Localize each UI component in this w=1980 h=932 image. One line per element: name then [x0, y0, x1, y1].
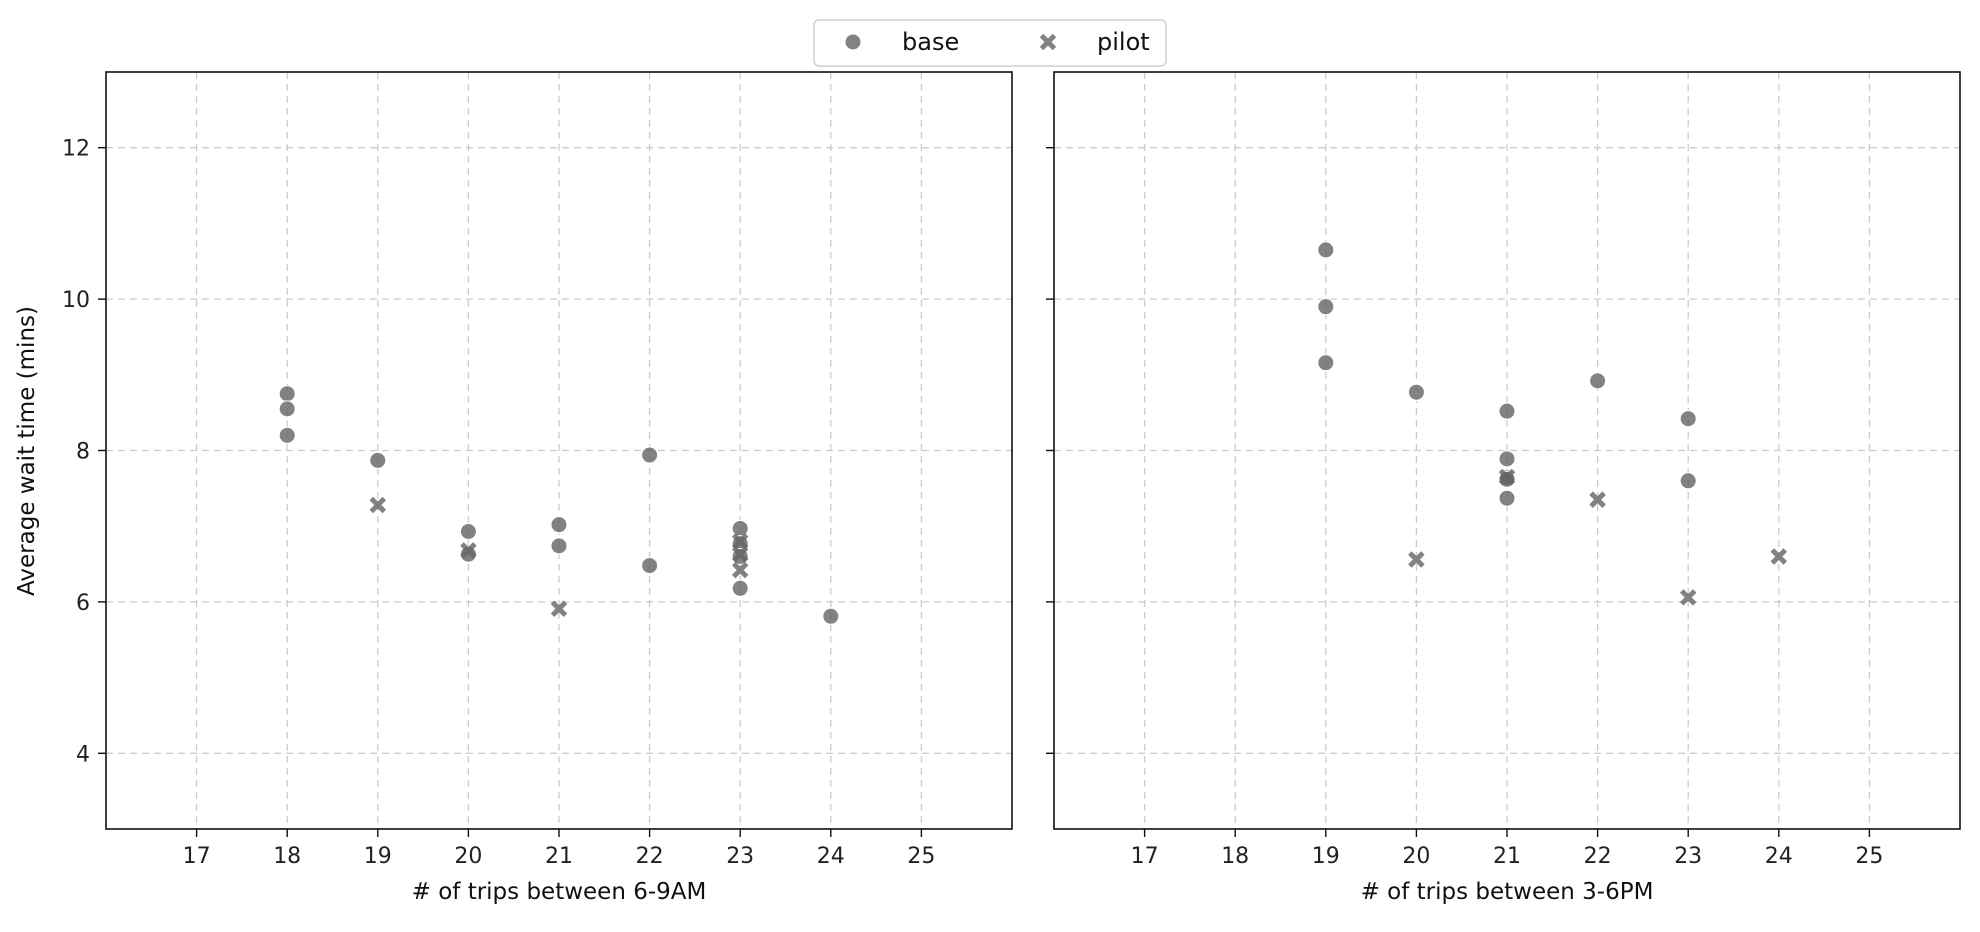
data-point-base	[1317, 298, 1335, 316]
data-point-pilot	[460, 542, 477, 559]
y-tick-label: 4	[76, 742, 90, 767]
data-point-base	[1498, 489, 1516, 507]
data-point-base	[1679, 472, 1697, 490]
data-point-pilot	[369, 496, 387, 514]
data-point-pilot	[1679, 589, 1697, 606]
data-point-base	[1498, 402, 1516, 420]
data-point-pilot	[731, 533, 749, 550]
data-point-base	[641, 557, 659, 575]
y-axis-label: Average wait time (mins)	[14, 306, 40, 596]
legend-box	[813, 19, 1167, 67]
legend-marker-pilot	[1039, 33, 1057, 51]
data-point-pilot	[550, 600, 568, 617]
x-tick-label: 21	[545, 844, 573, 869]
data-point-base	[278, 426, 296, 444]
x-tick-label: 25	[1855, 844, 1883, 869]
data-point-base	[550, 537, 568, 555]
x-tick-label: 18	[273, 844, 301, 869]
x-tick-label: 19	[1312, 844, 1340, 869]
x-tick-label: 23	[726, 844, 754, 869]
data-point-pilot	[731, 545, 749, 563]
panel-evening: 17 18 19 20 21 22 23 24 25 # of trips between 3-6…	[1046, 71, 1961, 905]
x-tick-label: 17	[183, 844, 211, 869]
data-point-pilot	[1498, 468, 1516, 486]
data-point-pilot	[1770, 548, 1788, 565]
data-point-base	[1498, 450, 1516, 468]
x-tick-label: 21	[1493, 844, 1521, 869]
panel-morning: 17 18 19 20 21 22 23 24 25 4 6 8 10 12 # of trips betw…	[62, 71, 1013, 905]
data-point-base	[550, 516, 568, 534]
data-point-base	[369, 451, 387, 469]
x-tick-label: 24	[1765, 844, 1793, 869]
data-point-base	[822, 607, 840, 625]
data-point-base	[459, 545, 477, 563]
y-tick-label: 6	[76, 591, 90, 616]
x-tick-label: 24	[817, 844, 845, 869]
data-point-base	[731, 579, 749, 597]
data-point-base	[1407, 383, 1425, 401]
y-tick-label: 12	[62, 137, 90, 162]
legend-marker-base	[844, 33, 862, 51]
data-point-pilot	[731, 561, 749, 579]
legend: base pilot	[813, 19, 1167, 67]
data-point-base	[278, 400, 296, 418]
data-point-base	[459, 522, 477, 540]
legend-label-pilot: pilot	[1097, 28, 1150, 56]
x-tick-label: 18	[1221, 844, 1249, 869]
data-point-pilot	[1589, 491, 1606, 508]
x-axis-label: # of trips between 3-6PM	[1361, 879, 1654, 905]
data-point-base	[1589, 372, 1607, 390]
y-tick-label: 10	[62, 288, 90, 313]
x-tick-label: 20	[1402, 844, 1430, 869]
data-point-base	[1317, 241, 1335, 259]
x-tick-label: 23	[1674, 844, 1702, 869]
x-axis-label: # of trips between 6-9AM	[412, 879, 707, 905]
x-tick-label: 20	[454, 844, 482, 869]
x-tick-label: 22	[636, 844, 664, 869]
data-point-pilot	[1408, 551, 1425, 568]
x-tick-label: 25	[907, 844, 935, 869]
x-tick-label: 19	[364, 844, 392, 869]
data-point-base	[278, 385, 296, 403]
x-tick-label: 17	[1131, 844, 1159, 869]
data-point-base	[641, 446, 659, 464]
data-point-base	[1317, 354, 1335, 372]
legend-label-base: base	[902, 28, 959, 56]
x-tick-label: 22	[1584, 844, 1612, 869]
data-point-base	[1679, 410, 1697, 428]
y-tick-label: 8	[76, 440, 90, 465]
